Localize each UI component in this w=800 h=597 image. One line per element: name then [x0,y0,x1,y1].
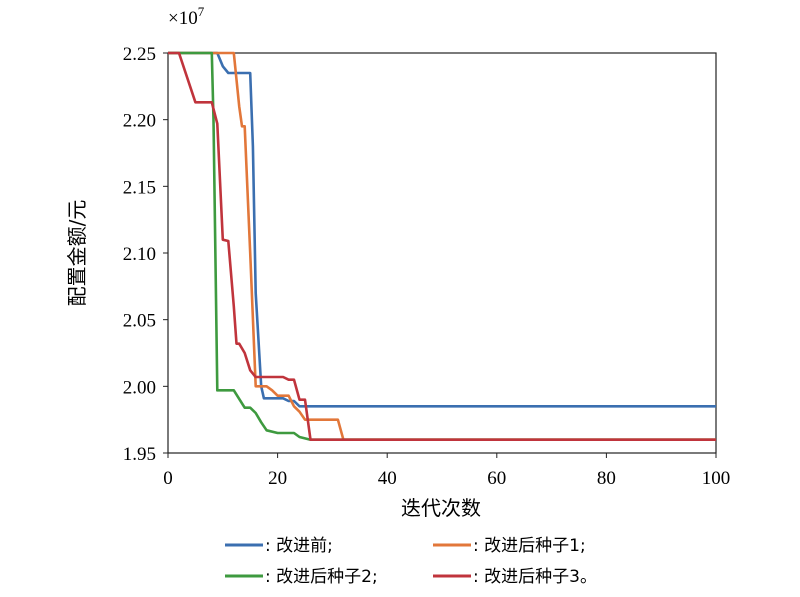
series-line-2 [168,51,716,441]
y-axis: 1.95 2.00 2.05 2.10 2.15 2.20 2.25 [123,44,168,465]
plot-area [167,51,717,454]
legend-label-4: : 改进后种子3。 [473,567,597,587]
legend-label-1: : 改进前; [265,536,333,556]
y-multiplier-label: ×107 [168,4,205,29]
x-axis-title: 迭代次数 [401,496,481,520]
x-tick-label: 40 [378,468,397,489]
y-multiplier-exponent: 7 [198,4,205,19]
y-tick-label: 2.25 [123,44,156,65]
x-tick-label: 100 [702,468,731,489]
y-axis-title: 配置金额/元 [65,200,89,307]
series-layer [168,51,716,441]
x-tick-label: 20 [268,468,287,489]
legend-label-3: : 改进后种子2; [265,567,378,587]
series-line-1 [168,51,716,408]
y-tick-label: 2.05 [123,311,156,332]
x-axis: 0 20 40 60 80 100 [163,453,730,489]
series-line-3 [168,51,716,441]
y-tick-label: 1.95 [123,444,156,465]
series-line-4 [168,51,716,441]
x-tick-label: 60 [487,468,506,489]
x-tick-label: 80 [597,468,616,489]
y-tick-label: 2.10 [123,244,156,265]
y-tick-label: 2.15 [123,177,156,198]
y-tick-label: 2.00 [123,377,156,398]
x-tick-label: 0 [163,468,173,489]
y-tick-label: 2.20 [123,111,156,132]
legend: : 改进前; : 改进后种子1; : 改进后种子2; : 改进后种子3。 [225,536,597,587]
legend-label-2: : 改进后种子1; [473,536,586,556]
